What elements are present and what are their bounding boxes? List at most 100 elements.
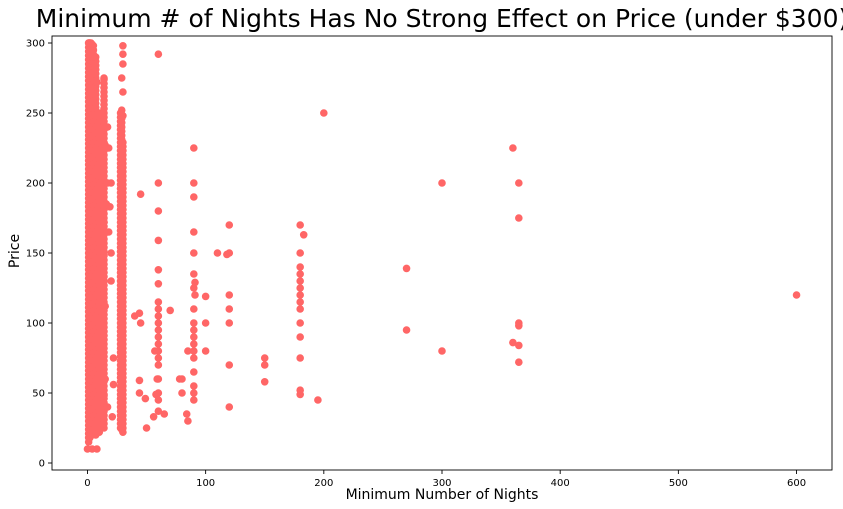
data-point	[154, 340, 163, 348]
data-point	[190, 305, 198, 313]
data-point	[438, 179, 446, 187]
data-point	[108, 413, 117, 421]
data-point	[296, 291, 304, 299]
data-point	[225, 305, 234, 313]
data-point	[509, 144, 517, 152]
data-point	[136, 319, 145, 327]
data-point	[190, 228, 198, 236]
x-axis-label: Minimum Number of Nights	[346, 487, 539, 503]
data-point	[87, 39, 95, 47]
data-point	[213, 249, 222, 257]
data-point	[154, 333, 163, 341]
data-point	[89, 46, 98, 54]
data-point	[296, 249, 304, 257]
plot-area-frame	[51, 35, 833, 471]
data-point	[154, 298, 163, 306]
data-point	[135, 389, 144, 397]
data-point	[296, 263, 304, 271]
data-point	[792, 291, 801, 299]
data-point	[296, 354, 304, 362]
data-point	[119, 50, 127, 58]
scatter-points	[83, 39, 801, 453]
data-point	[107, 179, 115, 187]
y-axis-ticks: 0 50 100 150 200 250 300	[26, 39, 52, 470]
y-tick-label: 150	[26, 249, 45, 260]
data-point	[119, 88, 127, 96]
data-point	[104, 228, 113, 236]
data-point	[154, 347, 163, 355]
data-point	[103, 403, 112, 411]
data-point	[225, 403, 234, 411]
data-point	[191, 291, 199, 299]
data-point	[97, 410, 106, 418]
data-point	[95, 126, 104, 134]
data-point	[190, 270, 198, 278]
data-point	[154, 326, 163, 334]
data-point	[296, 284, 304, 292]
data-point	[260, 354, 269, 362]
data-point	[184, 347, 192, 355]
data-point	[93, 78, 101, 86]
x-tick-label: 100	[196, 478, 215, 489]
data-point	[402, 326, 411, 334]
data-point	[160, 410, 169, 418]
data-point	[99, 235, 107, 243]
data-point	[296, 319, 304, 327]
data-point	[402, 264, 411, 273]
data-point	[296, 221, 304, 229]
data-point	[154, 266, 163, 274]
data-point	[107, 249, 115, 257]
data-point	[154, 396, 163, 404]
x-axis-ticks: 0 100 200 300 400 500 600	[84, 470, 806, 489]
data-point	[154, 319, 163, 327]
data-point	[190, 144, 198, 152]
data-point	[190, 396, 198, 404]
data-point	[141, 394, 150, 403]
y-tick-label: 300	[26, 39, 45, 50]
data-point	[314, 396, 322, 404]
data-point	[90, 60, 99, 68]
data-point	[515, 214, 523, 222]
data-point	[154, 312, 163, 320]
x-tick-label: 500	[669, 478, 688, 489]
data-point	[154, 389, 163, 397]
data-point	[296, 333, 304, 341]
data-point	[100, 218, 108, 226]
data-point	[149, 413, 158, 421]
data-point	[438, 347, 446, 355]
x-tick-label: 0	[84, 478, 90, 489]
data-point	[103, 123, 112, 131]
data-point	[190, 249, 198, 257]
data-point	[154, 280, 163, 288]
data-point	[225, 291, 234, 299]
data-point	[97, 183, 106, 191]
data-point	[135, 376, 144, 385]
data-point	[225, 249, 234, 257]
data-point	[190, 284, 198, 292]
data-point	[107, 277, 115, 285]
data-point	[135, 309, 144, 318]
data-point	[93, 445, 101, 453]
y-tick-label: 250	[26, 109, 45, 120]
y-tick-label: 100	[26, 319, 45, 330]
data-point	[296, 298, 304, 306]
data-point	[101, 375, 109, 383]
y-tick-label: 50	[32, 389, 45, 400]
data-point	[299, 231, 308, 239]
data-point	[101, 302, 109, 311]
data-point	[225, 361, 234, 369]
data-point	[296, 390, 304, 399]
data-point	[515, 179, 523, 187]
data-point	[296, 305, 304, 313]
x-tick-label: 200	[314, 478, 333, 489]
data-point	[154, 179, 163, 187]
data-point	[154, 207, 163, 215]
data-point	[296, 270, 304, 278]
data-point	[86, 74, 94, 82]
data-point	[154, 305, 163, 313]
data-point	[225, 221, 234, 229]
data-point	[100, 392, 108, 400]
data-point	[154, 375, 163, 383]
data-point	[119, 60, 127, 68]
